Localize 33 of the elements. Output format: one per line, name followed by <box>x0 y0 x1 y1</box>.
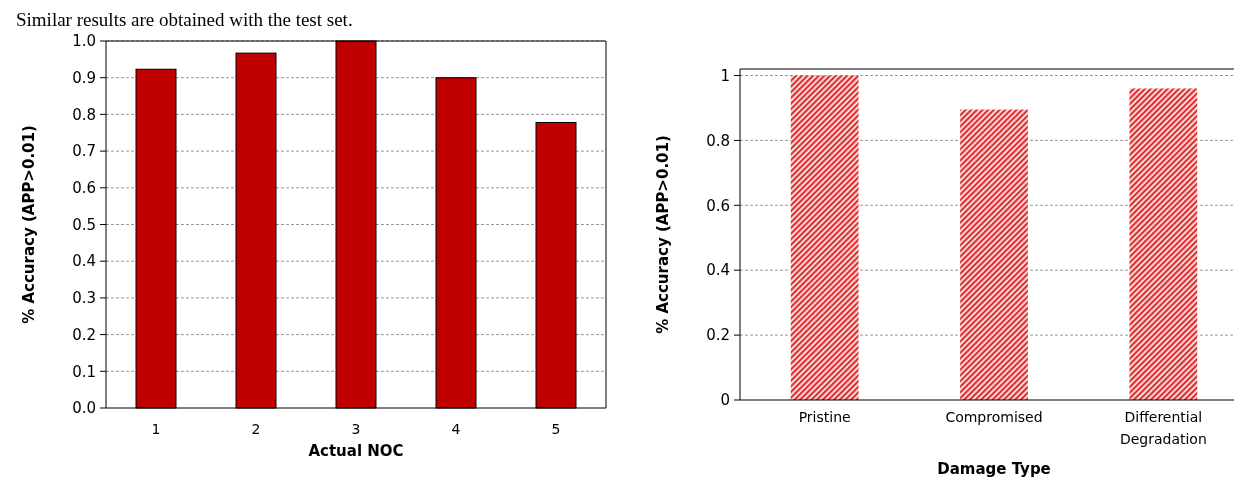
x-tick-label: Pristine <box>798 409 851 425</box>
x-tick-label: 2 <box>251 421 261 437</box>
y-tick-label: 0.4 <box>706 261 730 280</box>
y-tick-label: 0.2 <box>72 325 96 344</box>
y-tick-label: 0.8 <box>72 105 96 124</box>
y-tick-label: 1.0 <box>72 32 96 51</box>
y-tick-label: 0.7 <box>72 142 96 161</box>
y-tick-label: 0.5 <box>72 215 96 234</box>
y-tick-label: 0.4 <box>72 252 96 271</box>
x-tick-label: 4 <box>451 421 461 437</box>
x-tick-label: 3 <box>351 421 361 437</box>
y-tick-label: 0.2 <box>706 326 730 345</box>
chart-title: Similar results are obtained with the test set. <box>16 9 353 30</box>
y-tick-label: 0.6 <box>706 196 730 215</box>
y-tick-label: 0.3 <box>72 289 96 308</box>
y-axis-title: % Accuracy (APP>0.01) <box>20 125 38 324</box>
x-tick-label: 5 <box>551 421 561 437</box>
y-tick-label: 1 <box>720 66 730 85</box>
y-axis-title: % Accuracy (APP>0.01) <box>654 135 672 334</box>
y-tick-label: 0.0 <box>72 399 96 418</box>
bar <box>1129 88 1198 400</box>
y-tick-label: 0 <box>720 391 730 410</box>
y-tick-label: 0.1 <box>72 362 96 381</box>
y-tick-label: 0.6 <box>72 179 96 198</box>
x-tick-label: Differential Degradation <box>1119 409 1207 447</box>
x-tick-label: 1 <box>151 421 161 437</box>
x-axis-title: Damage Type <box>937 460 1051 478</box>
y-tick-label: 0.8 <box>706 131 730 150</box>
x-tick-label: Compromised <box>945 409 1043 425</box>
x-axis-title: Actual NOC <box>308 442 404 460</box>
bar <box>790 75 859 400</box>
bar <box>960 109 1028 400</box>
y-tick-label: 0.9 <box>72 68 96 87</box>
